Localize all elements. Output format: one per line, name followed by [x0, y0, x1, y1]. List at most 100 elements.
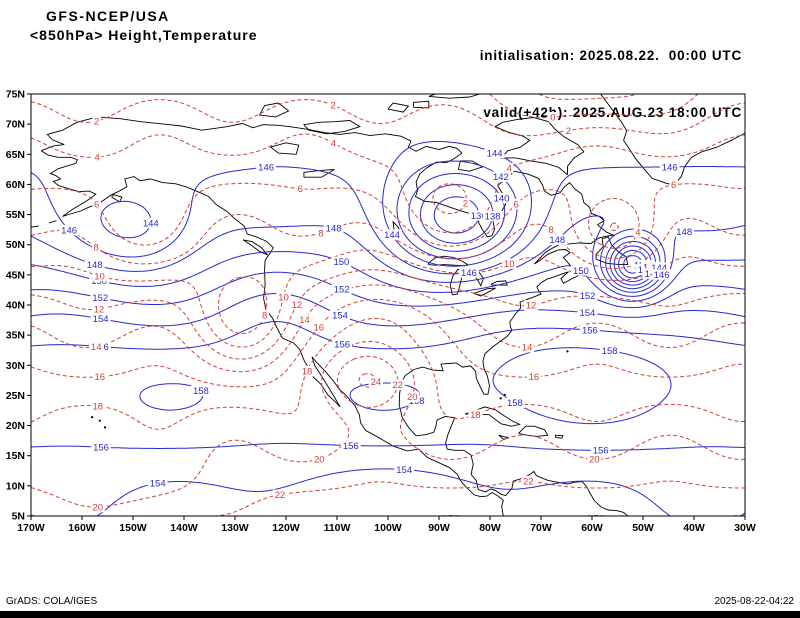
svg-text:50W: 50W — [632, 522, 654, 534]
svg-text:4: 4 — [95, 153, 100, 164]
svg-text:40N: 40N — [6, 300, 25, 312]
valid-time-label: valid(+42h): 2025.AUG.23 18:00 UTC — [483, 105, 742, 120]
svg-text:18: 18 — [93, 402, 104, 413]
svg-text:144: 144 — [651, 263, 667, 274]
height-contours — [31, 141, 745, 516]
svg-text:2: 2 — [566, 126, 571, 137]
svg-text:45N: 45N — [6, 269, 25, 281]
svg-text:154: 154 — [332, 311, 348, 322]
svg-text:10: 10 — [94, 272, 105, 283]
svg-text:14: 14 — [299, 315, 310, 326]
temperature-contours — [31, 94, 745, 516]
svg-text:18: 18 — [470, 410, 481, 421]
svg-text:12: 12 — [292, 300, 303, 311]
field-title: <850hPa> Height,Temperature — [30, 27, 258, 43]
svg-text:60N: 60N — [6, 179, 25, 191]
svg-text:20: 20 — [407, 392, 418, 403]
svg-text:10N: 10N — [6, 480, 25, 492]
svg-text:146: 146 — [662, 162, 678, 173]
bottom-border-bar — [0, 611, 800, 618]
svg-text:10: 10 — [278, 292, 289, 303]
svg-text:150: 150 — [573, 266, 589, 277]
svg-text:30W: 30W — [734, 522, 756, 534]
svg-text:150: 150 — [91, 276, 107, 287]
svg-text:22: 22 — [275, 490, 286, 501]
svg-text:70W: 70W — [530, 522, 552, 534]
svg-text:55N: 55N — [6, 209, 25, 221]
svg-text:35N: 35N — [6, 330, 25, 342]
svg-text:156: 156 — [593, 446, 609, 457]
svg-text:25N: 25N — [6, 390, 25, 402]
svg-text:4: 4 — [507, 164, 512, 175]
svg-text:4: 4 — [331, 139, 336, 150]
svg-text:70N: 70N — [6, 119, 25, 131]
svg-text:154: 154 — [579, 308, 595, 319]
svg-text:24: 24 — [371, 377, 382, 388]
grads-credit: GrADS: COLA/IGES — [6, 596, 98, 607]
svg-text:146: 146 — [258, 163, 274, 174]
svg-text:22: 22 — [392, 380, 403, 391]
svg-text:148: 148 — [549, 235, 565, 246]
svg-text:20N: 20N — [6, 420, 25, 432]
svg-text:6: 6 — [671, 180, 676, 191]
svg-text:18: 18 — [302, 367, 313, 378]
svg-text:136: 136 — [471, 211, 487, 222]
svg-text:14: 14 — [522, 343, 533, 354]
svg-text:10: 10 — [504, 259, 515, 270]
svg-text:2: 2 — [463, 199, 468, 210]
svg-text:8: 8 — [93, 243, 98, 254]
svg-text:170W: 170W — [17, 522, 45, 534]
svg-text:6: 6 — [94, 199, 99, 210]
svg-text:156: 156 — [334, 339, 350, 350]
svg-text:138: 138 — [485, 212, 501, 223]
svg-text:154: 154 — [150, 479, 166, 490]
svg-text:110W: 110W — [324, 522, 351, 534]
svg-text:144: 144 — [487, 148, 503, 159]
svg-text:160W: 160W — [68, 522, 96, 534]
svg-text:40W: 40W — [683, 522, 705, 534]
svg-text:90W: 90W — [428, 522, 450, 534]
svg-text:75N: 75N — [6, 89, 25, 101]
svg-text:12: 12 — [526, 301, 537, 312]
svg-text:154: 154 — [396, 465, 412, 476]
svg-text:6: 6 — [514, 199, 519, 210]
svg-text:14: 14 — [91, 342, 102, 353]
run-info: initialisation: 2025.08.22. 00:00 UTC va… — [480, 8, 742, 160]
svg-text:148: 148 — [326, 223, 342, 234]
svg-text:8: 8 — [262, 310, 267, 321]
svg-text:12: 12 — [94, 304, 105, 315]
svg-text:146: 146 — [654, 270, 670, 281]
svg-text:146: 146 — [461, 268, 477, 279]
svg-text:146: 146 — [61, 226, 77, 237]
svg-text:5N: 5N — [12, 511, 25, 523]
svg-text:158: 158 — [193, 386, 209, 397]
svg-text:120W: 120W — [272, 522, 300, 534]
svg-text:4: 4 — [635, 228, 640, 239]
svg-text:150: 150 — [333, 257, 349, 268]
render-timestamp: 2025-08-22-04:22 — [714, 596, 794, 607]
svg-text:144: 144 — [143, 219, 159, 230]
svg-text:100W: 100W — [374, 522, 402, 534]
svg-text:16: 16 — [95, 372, 106, 383]
svg-text:150W: 150W — [119, 522, 147, 534]
init-time-label: initialisation: 2025.08.22. 00:00 UTC — [479, 48, 742, 63]
svg-text:8: 8 — [548, 225, 553, 236]
svg-text:130W: 130W — [221, 522, 249, 534]
svg-text:50N: 50N — [6, 239, 25, 251]
height-contour-labels: 1361361381381401401421421441441441441461… — [59, 147, 695, 490]
svg-text:15N: 15N — [6, 450, 25, 462]
svg-text:156: 156 — [582, 325, 598, 336]
model-title: GFS-NCEP/USA — [46, 8, 170, 24]
svg-text:8: 8 — [318, 228, 323, 239]
svg-text:154: 154 — [93, 314, 109, 325]
svg-text:148: 148 — [87, 260, 103, 271]
svg-text:142: 142 — [493, 172, 509, 183]
svg-text:158: 158 — [507, 398, 523, 409]
svg-text:65N: 65N — [6, 149, 25, 161]
svg-text:156: 156 — [343, 441, 359, 452]
svg-text:2: 2 — [94, 117, 99, 128]
svg-text:152: 152 — [92, 293, 108, 304]
